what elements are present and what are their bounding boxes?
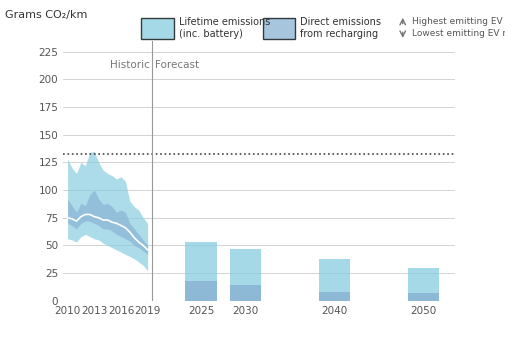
Text: Grams CO₂/km: Grams CO₂/km xyxy=(5,10,87,20)
Text: Lifetime emissions
(inc. battery): Lifetime emissions (inc. battery) xyxy=(179,17,271,39)
Text: Forecast: Forecast xyxy=(155,61,199,71)
Bar xyxy=(319,292,350,301)
Bar xyxy=(185,281,217,301)
Bar xyxy=(319,259,350,301)
Bar xyxy=(408,268,439,301)
Bar xyxy=(230,285,261,301)
Bar xyxy=(408,293,439,301)
Bar xyxy=(230,249,261,301)
Text: Lowest emitting EV model: Lowest emitting EV model xyxy=(412,29,505,38)
Bar xyxy=(185,242,217,301)
Text: Direct emissions
from recharging: Direct emissions from recharging xyxy=(300,17,381,39)
Text: Highest emitting EV model: Highest emitting EV model xyxy=(412,17,505,26)
Text: Historic: Historic xyxy=(110,61,149,71)
